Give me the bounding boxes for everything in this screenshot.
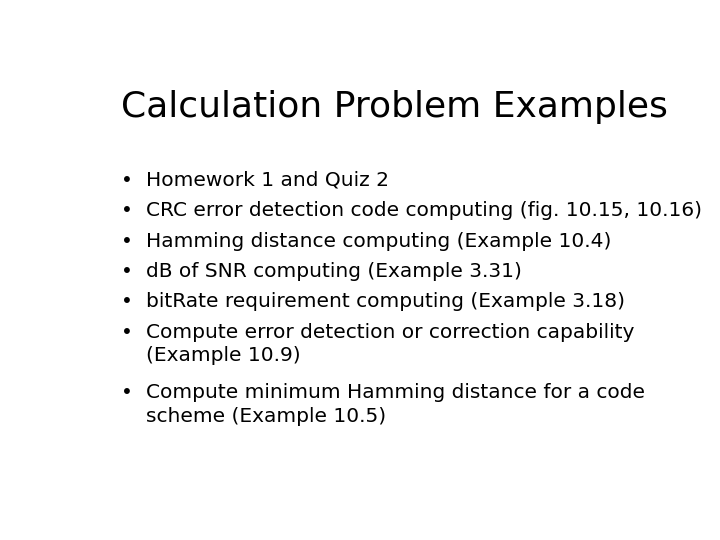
Text: Compute error detection or correction capability
(Example 10.9): Compute error detection or correction ca…	[145, 322, 634, 365]
Text: dB of SNR computing (Example 3.31): dB of SNR computing (Example 3.31)	[145, 262, 522, 281]
Text: •: •	[121, 201, 132, 220]
Text: •: •	[121, 292, 132, 311]
Text: bitRate requirement computing (Example 3.18): bitRate requirement computing (Example 3…	[145, 292, 625, 311]
Text: •: •	[121, 232, 132, 251]
Text: Compute minimum Hamming distance for a code
scheme (Example 10.5): Compute minimum Hamming distance for a c…	[145, 383, 645, 426]
Text: •: •	[121, 383, 132, 402]
Text: •: •	[121, 262, 132, 281]
Text: •: •	[121, 322, 132, 342]
Text: Calculation Problem Examples: Calculation Problem Examples	[121, 90, 667, 124]
Text: Hamming distance computing (Example 10.4): Hamming distance computing (Example 10.4…	[145, 232, 611, 251]
Text: •: •	[121, 171, 132, 190]
Text: Homework 1 and Quiz 2: Homework 1 and Quiz 2	[145, 171, 389, 190]
Text: CRC error detection code computing (fig. 10.15, 10.16): CRC error detection code computing (fig.…	[145, 201, 702, 220]
